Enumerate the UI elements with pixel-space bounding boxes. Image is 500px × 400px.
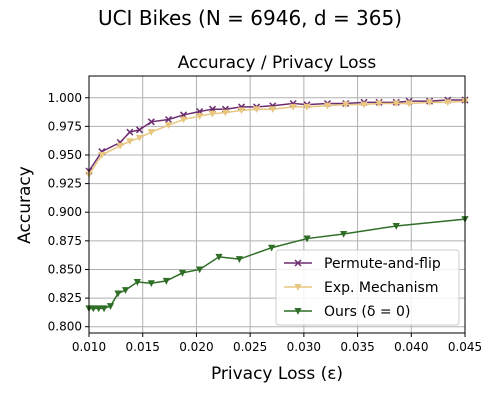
data-point (235, 256, 243, 263)
data-point (179, 116, 188, 124)
data-point (252, 106, 261, 113)
data-point (164, 115, 173, 124)
data-point (162, 277, 170, 285)
data-point (342, 101, 350, 109)
data-point (133, 279, 141, 286)
marker-stroke (135, 126, 144, 134)
data-point (425, 99, 434, 107)
marker-stroke (294, 259, 302, 267)
data-point (289, 103, 297, 111)
legend-swatch-marker (294, 308, 302, 315)
data-point (147, 280, 155, 288)
plot-frame (88, 75, 466, 334)
y-axis-label: Accuracy (15, 166, 35, 244)
data-point (135, 134, 144, 142)
data-point (375, 100, 383, 108)
series-layer (85, 96, 469, 313)
legend-label: Permute-and-flip (324, 256, 441, 272)
data-point (147, 129, 155, 136)
x-axis-label: Privacy Loss (ε) (211, 364, 343, 384)
data-point (196, 113, 204, 120)
data-point (147, 118, 155, 126)
data-point (178, 269, 187, 277)
figure-suptitle: UCI Bikes (N = 6946, d = 365) (98, 6, 402, 30)
axis-ticks: 0.010 0.015 0.020 0.025 0.030 0.035 0.040 0.045… (48, 91, 483, 354)
data-point (269, 106, 277, 113)
data-point (164, 122, 173, 130)
data-point (303, 235, 311, 243)
legend-label: Ours (δ = 0) (324, 304, 410, 320)
data-point (196, 266, 204, 274)
legend-swatch-marker (294, 259, 302, 267)
chart-title: Accuracy / Privacy Loss (178, 53, 377, 73)
x-tick-label: 0.025 (233, 340, 267, 354)
marker-stroke (147, 118, 155, 126)
x-tick-label: 0.040 (394, 340, 428, 354)
data-point (98, 151, 106, 159)
data-point (237, 107, 246, 115)
x-tick-label: 0.030 (287, 340, 321, 354)
series-1 (85, 98, 469, 179)
data-point (303, 103, 311, 111)
y-tick-label: 0.975 (48, 119, 82, 133)
data-point (89, 305, 97, 313)
y-tick-label: 0.850 (48, 262, 82, 276)
y-tick-label: 1.000 (48, 91, 82, 105)
data-point (95, 305, 103, 313)
y-tick-label: 0.950 (48, 148, 82, 162)
x-tick-label: 0.020 (179, 340, 213, 354)
x-tick-label: 0.045 (448, 340, 482, 354)
data-point (221, 109, 230, 117)
data-point (208, 110, 217, 118)
data-point (126, 138, 134, 146)
data-point (135, 126, 144, 134)
data-point (268, 244, 276, 252)
data-point (116, 142, 124, 150)
data-point (126, 128, 134, 136)
data-point (405, 100, 413, 108)
data-point (100, 305, 108, 313)
y-tick-label: 0.900 (48, 205, 82, 219)
data-point (121, 287, 130, 294)
x-tick-label: 0.015 (126, 340, 160, 354)
legend-swatch-marker (294, 284, 302, 291)
data-point (360, 101, 368, 109)
y-tick-label: 0.825 (48, 291, 82, 305)
data-point (323, 102, 332, 110)
data-point (106, 303, 115, 310)
marker-stroke (126, 128, 134, 136)
x-tick-label: 0.035 (340, 340, 374, 354)
x-tick-label: 0.010 (72, 340, 106, 354)
data-point (114, 290, 122, 298)
data-point (340, 230, 348, 238)
y-tick-label: 0.875 (48, 234, 82, 248)
legend: Permute-and-flip Exp. Mechanism Ours (δ = … (275, 249, 460, 326)
legend-label: Exp. Mechanism (324, 280, 438, 296)
data-point (392, 222, 400, 230)
marker-stroke (164, 115, 173, 124)
y-tick-label: 0.925 (48, 177, 82, 191)
data-point (215, 253, 223, 261)
y-tick-label: 0.800 (48, 320, 82, 334)
data-point (392, 100, 400, 108)
legend-box (275, 249, 460, 326)
data-point (444, 99, 452, 107)
